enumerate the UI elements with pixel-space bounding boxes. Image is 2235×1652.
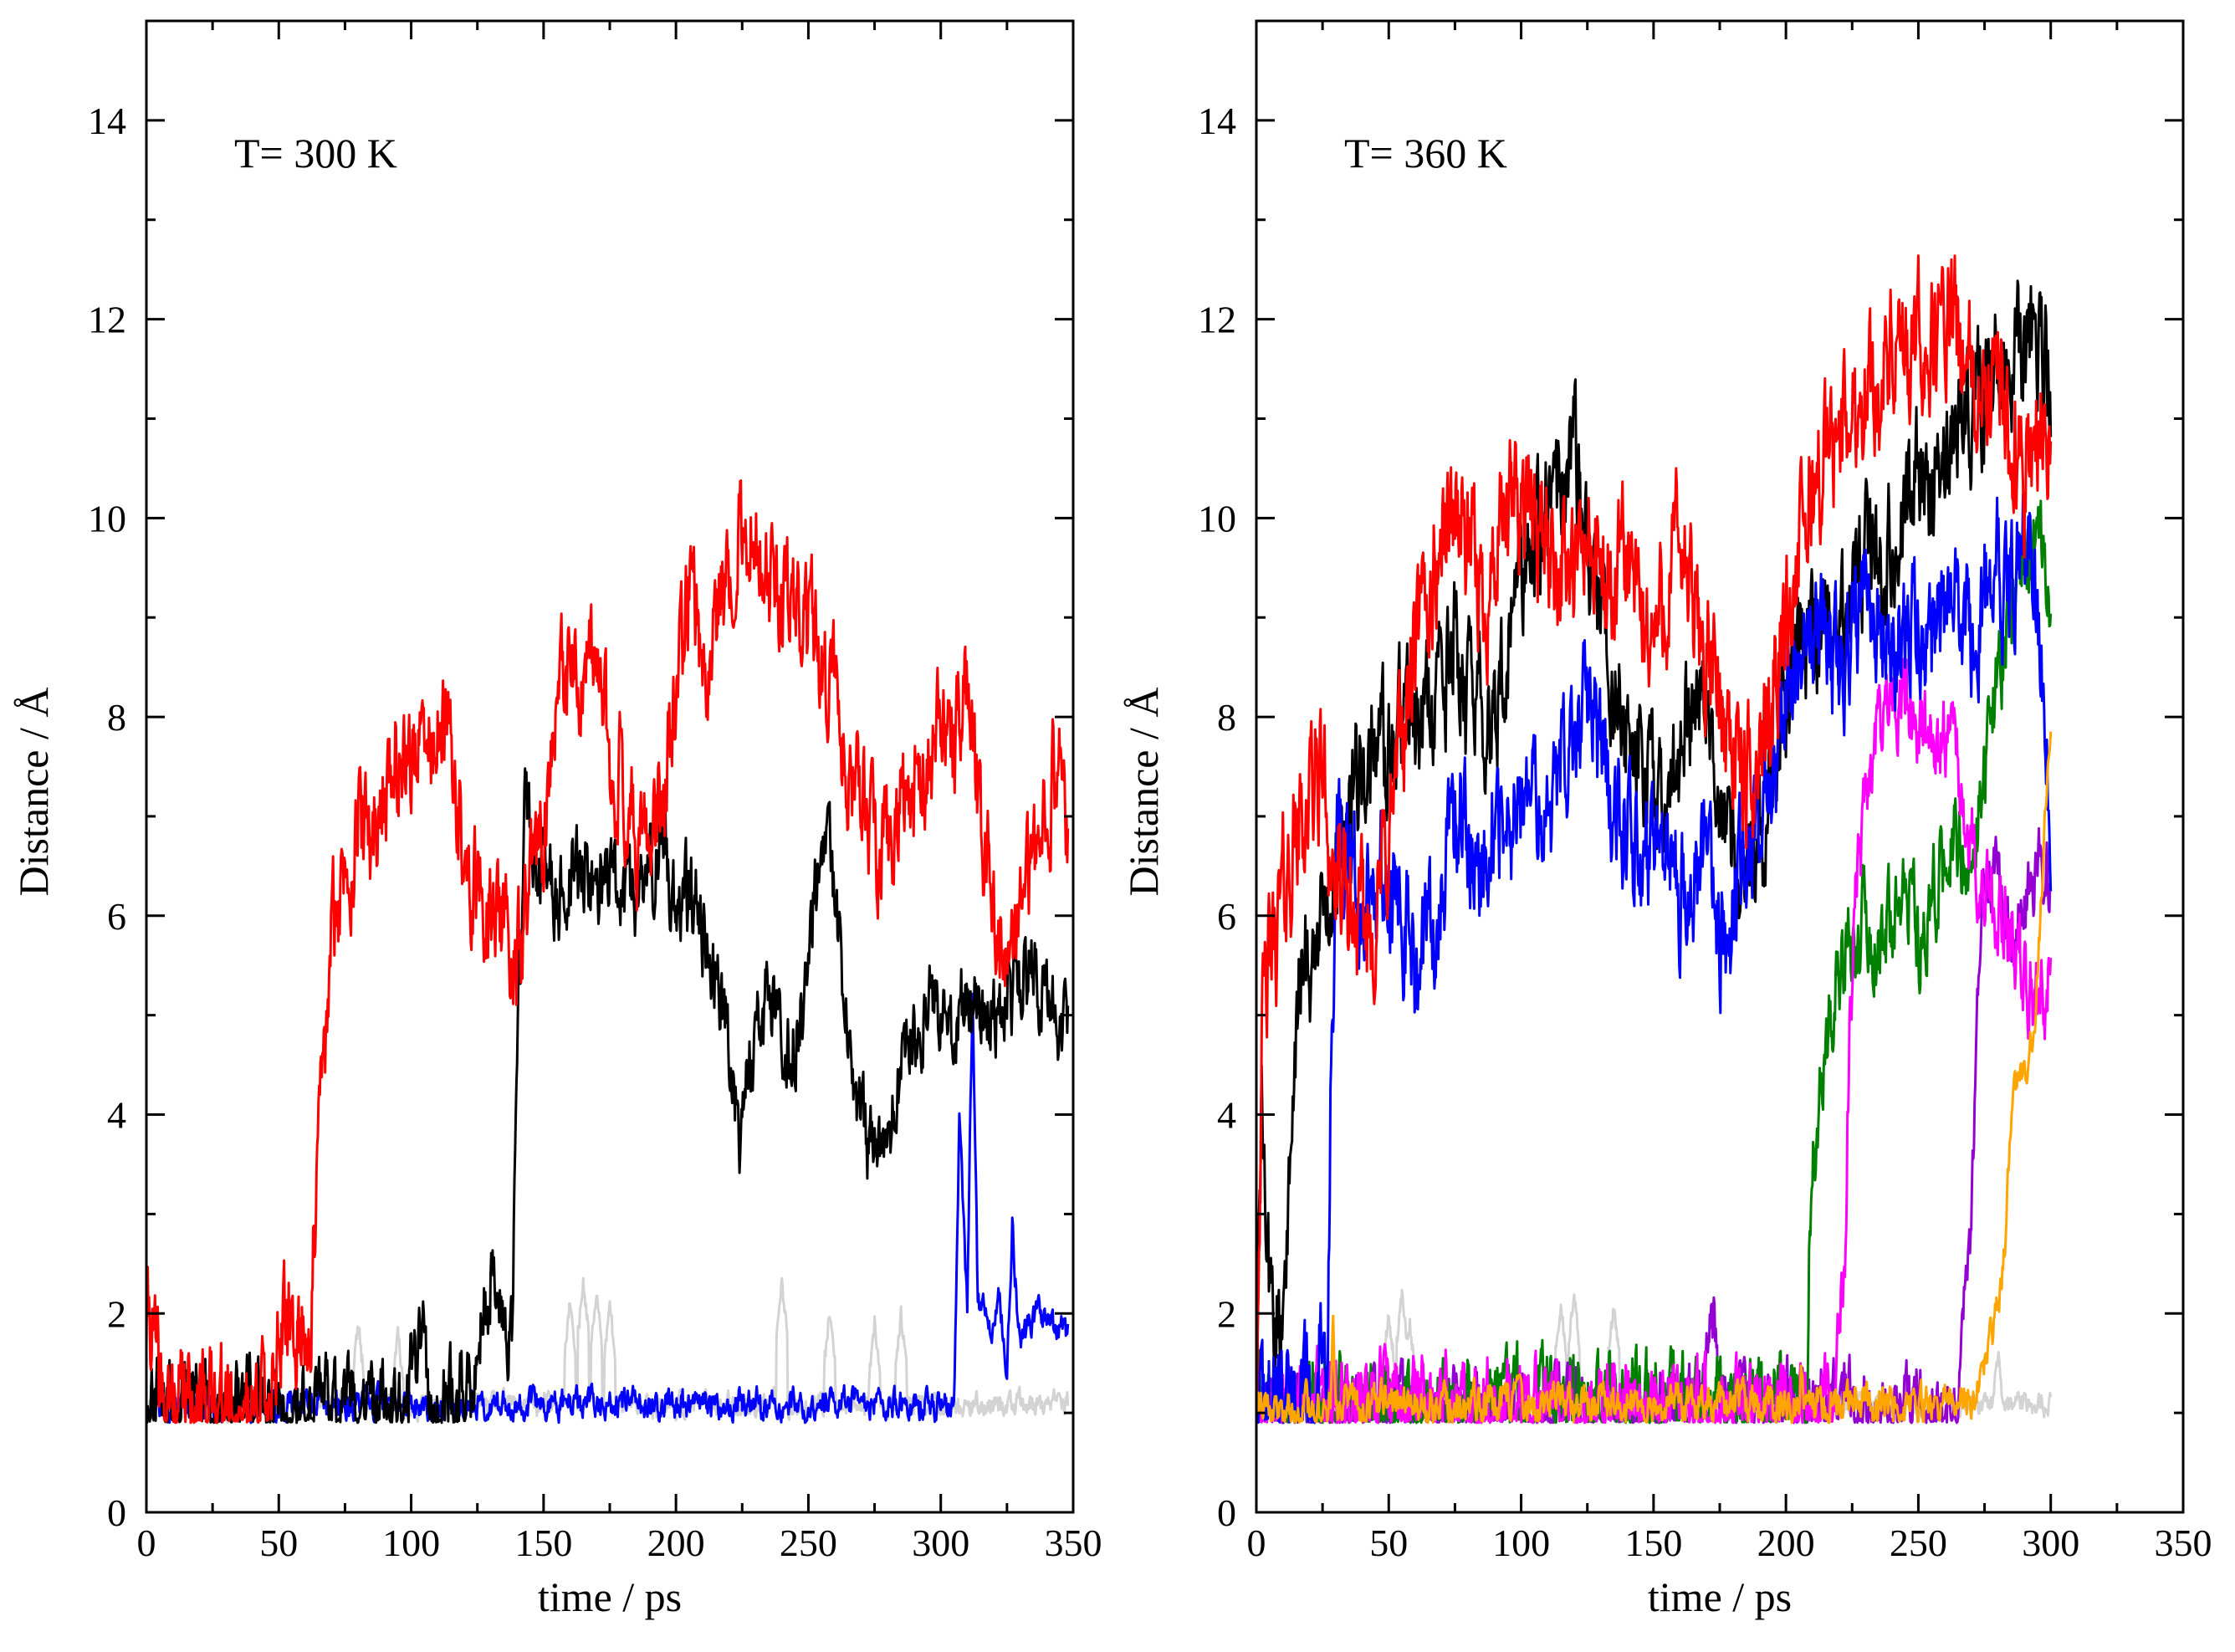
y-tick-label: 8: [1217, 696, 1236, 739]
x-tick-label: 300: [912, 1522, 969, 1564]
y-tick-label: 0: [1217, 1491, 1236, 1534]
x-tick-label: 50: [1369, 1522, 1408, 1564]
x-axis-title: time / ps: [1648, 1573, 1792, 1620]
y-tick-label: 10: [88, 497, 126, 540]
y-tick-label: 4: [1217, 1094, 1236, 1137]
y-axis-title: Distance / Å: [1120, 688, 1167, 897]
y-tick-label: 12: [1198, 299, 1236, 341]
temperature-annotation: T= 360 K: [1344, 130, 1507, 176]
series-red-line: [146, 479, 1070, 1424]
x-tick-label: 250: [1890, 1522, 1947, 1564]
panel-360k: 0 50 100 150 200 250 300 350 0 2 4 6 8 10 12 14 time / p…: [1120, 19, 2212, 1620]
y-tick-label: 0: [107, 1491, 126, 1534]
x-tick-label: 200: [647, 1522, 705, 1564]
y-axis-title: Distance / Å: [10, 688, 57, 897]
x-tick-label: 0: [1247, 1522, 1266, 1564]
series-group: [1256, 254, 2053, 1424]
x-tick-label: 150: [514, 1522, 572, 1564]
x-tick-label: 200: [1757, 1522, 1815, 1564]
x-tick-label: 300: [2022, 1522, 2079, 1564]
x-tick-label: 350: [2155, 1522, 2212, 1564]
series-orange-line: [1256, 731, 2053, 1424]
y-tick-label: 14: [88, 100, 126, 142]
y-tick-label: 2: [107, 1292, 126, 1335]
y-tick-label: 6: [107, 895, 126, 938]
y-tick-label: 6: [1217, 895, 1236, 938]
series-black-line: [146, 767, 1070, 1424]
x-tick-label: 150: [1624, 1522, 1682, 1564]
series-red-line: [1256, 254, 2053, 1411]
x-tick-label: 250: [780, 1522, 837, 1564]
y-tick-label: 8: [107, 696, 126, 739]
series-black-line: [1256, 279, 2053, 1419]
x-tick-label: 100: [382, 1522, 440, 1564]
x-tick-label: 100: [1492, 1522, 1550, 1564]
x-axis-title: time / ps: [538, 1573, 682, 1620]
x-tick-label: 350: [1045, 1522, 1102, 1564]
series-group: [146, 479, 1070, 1424]
y-tick-label: 10: [1198, 497, 1236, 540]
y-tick-label: 14: [1198, 100, 1236, 142]
panel-300k: 0 50 100 150 200 250 300 350 0 2 4 6 8 10 12 14 time / p…: [10, 19, 1102, 1620]
x-tick-label: 0: [137, 1522, 156, 1564]
y-tick-label: 12: [88, 299, 126, 341]
series-blue-line: [146, 992, 1070, 1424]
x-tick-label: 50: [259, 1522, 298, 1564]
y-tick-label: 2: [1217, 1292, 1236, 1335]
temperature-annotation: T= 300 K: [234, 130, 397, 176]
y-tick-label: 4: [107, 1094, 126, 1137]
